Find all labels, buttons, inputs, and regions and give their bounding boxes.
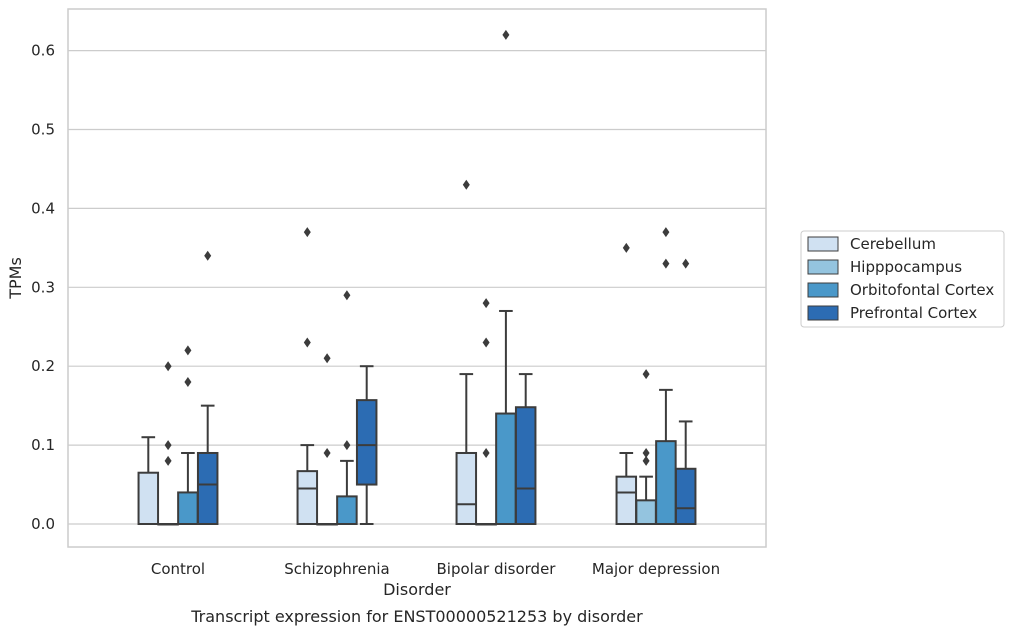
box-2-3 [514,373,537,525]
legend-item: Prefrontal Cortex [807,304,977,322]
box-3-0 [615,242,638,526]
box-0-1 [157,361,179,526]
outlier-point [323,447,331,458]
box-body [455,451,478,525]
outlier-point [682,258,690,269]
legend-label: Cerebellum [850,235,936,253]
outlier-point [343,440,351,451]
outlier-point [642,455,650,466]
outlier-point [462,179,470,190]
x-axis-ticks: Control Schizophrenia Bipolar disorder Majo… [151,560,720,578]
outlier-point [303,337,311,348]
outlier-point [323,353,331,364]
box-2-1 [475,298,497,526]
box-0-3 [196,250,219,525]
box-2-0 [455,179,478,525]
outlier-point [164,361,172,372]
legend-swatch [807,305,839,321]
box-0-0 [137,436,160,525]
y-tick-label: 0.1 [31,436,55,454]
box-body [514,406,537,525]
x-tick-label: Major depression [592,560,720,578]
box-body [655,440,677,525]
outlier-point [502,29,510,40]
box-3-3 [674,258,697,525]
legend-item: Cerebellum [807,235,936,253]
box-body [137,471,160,525]
legend-frame [800,230,1005,328]
box-body [635,499,657,525]
legend-label: Hipppocampus [850,258,962,276]
outlier-point [642,447,650,458]
y-tick-label: 0.2 [31,357,55,375]
box-1-2 [336,290,358,526]
grid-lines [68,49,766,525]
box-3-2 [655,227,677,525]
legend-label: Prefrontal Cortex [850,304,977,322]
plot-frame [67,8,767,548]
outlier-point [184,345,192,356]
x-tick-label: Schizophrenia [284,560,389,578]
outlier-point [164,440,172,451]
outlier-point [343,290,351,301]
outlier-point [642,369,650,380]
y-axis-label: TPMs [6,257,25,300]
box-1-1 [316,353,338,526]
outlier-point [662,227,670,238]
y-tick-label: 0.3 [31,278,55,296]
legend-item: Orbitofontal Cortex [807,281,994,299]
legend-swatch [807,282,839,298]
outlier-point [482,337,490,348]
outlier-point [303,227,311,238]
outlier-point [482,447,490,458]
legend-swatch [807,259,839,275]
box-3-1 [635,369,657,525]
outlier-point [204,250,212,261]
outlier-point [662,258,670,269]
legend-swatch [807,236,839,252]
outlier-point [184,376,192,387]
box-body [495,412,517,526]
box-body [336,495,358,526]
box-1-0 [296,227,319,525]
box-body [196,451,219,525]
figure-caption: Transcript expression for ENST0000052125… [190,607,643,626]
box-groups [137,29,697,526]
y-axis-ticks: 0.0 0.1 0.2 0.3 0.4 0.5 0.6 [31,42,55,533]
box-body [296,470,319,525]
y-tick-label: 0.4 [31,199,55,217]
outlier-point [622,242,630,253]
outlier-point [164,455,172,466]
x-tick-label: Bipolar disorder [437,560,557,578]
box-body [674,467,697,525]
y-tick-label: 0.0 [31,515,55,533]
x-tick-label: Control [151,560,205,578]
box-body [177,491,199,526]
legend-label: Orbitofontal Cortex [850,281,994,299]
box-body [615,475,638,526]
legend: Cerebellum Hipppocampus Orbitofontal Corte… [800,230,1005,328]
box-body [355,399,378,486]
x-axis-label: Disorder [383,580,451,599]
box-1-3 [355,365,378,525]
outlier-point [482,298,490,309]
box-0-2 [177,345,199,526]
legend-item: Hipppocampus [807,258,962,276]
y-tick-label: 0.6 [31,42,55,60]
y-tick-label: 0.5 [31,121,55,139]
box-2-2 [495,29,517,526]
